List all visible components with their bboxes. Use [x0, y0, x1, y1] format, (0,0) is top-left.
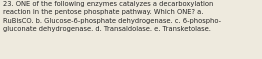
Text: 23. ONE of the following enzymes catalyzes a decarboxylation
reaction in the pen: 23. ONE of the following enzymes catalyz… — [3, 1, 221, 32]
